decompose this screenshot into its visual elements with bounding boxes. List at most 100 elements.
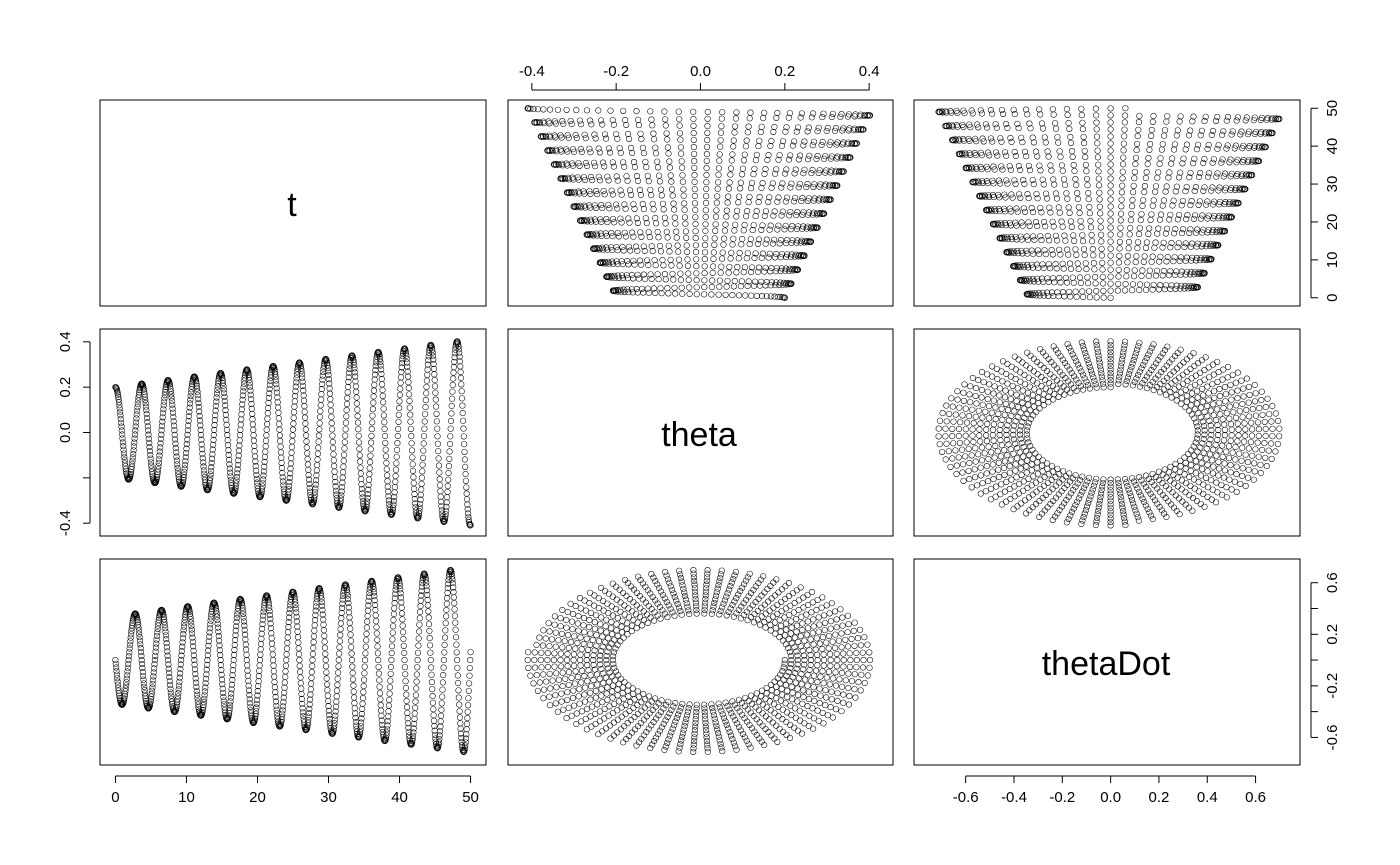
data-point [1088, 231, 1095, 239]
data-point [557, 132, 564, 139]
data-point [575, 188, 582, 195]
data-point [1053, 377, 1061, 384]
data-point [814, 128, 821, 135]
data-point [575, 160, 582, 167]
data-point [1178, 230, 1185, 237]
data-point [701, 263, 708, 270]
data-point [1251, 460, 1258, 467]
data-point [1013, 205, 1020, 212]
data-point [181, 468, 188, 475]
data-point [394, 440, 401, 447]
data-point [580, 217, 587, 224]
data-point [1023, 427, 1030, 434]
data-point [284, 629, 292, 636]
data-point [417, 603, 424, 610]
data-point [1058, 162, 1065, 169]
data-point [724, 199, 731, 206]
data-point [1193, 146, 1200, 153]
data-point [419, 468, 426, 475]
data-point [435, 448, 442, 455]
data-point [285, 489, 292, 496]
data-point [758, 278, 765, 285]
data-point [286, 474, 293, 481]
data-point [1194, 394, 1201, 401]
data-point [191, 373, 198, 380]
data-point [1117, 490, 1124, 497]
data-point [782, 265, 790, 272]
data-point [246, 696, 253, 703]
data-point [703, 193, 710, 200]
data-point [1202, 354, 1209, 361]
data-point [652, 150, 660, 157]
data-point [1011, 148, 1018, 156]
data-point [1003, 427, 1010, 434]
data-point [1098, 245, 1105, 252]
data-point [283, 645, 291, 652]
data-point [316, 585, 323, 592]
data-point [1190, 495, 1197, 502]
data-point [997, 135, 1004, 142]
data-point [1107, 370, 1114, 377]
data-point [629, 149, 636, 157]
data-point [346, 365, 353, 372]
data-point [1180, 359, 1187, 366]
data-point [149, 471, 156, 478]
data-point [1161, 466, 1168, 473]
data-point [1185, 450, 1192, 458]
data-point [981, 450, 988, 457]
data-point [635, 116, 642, 123]
data-point [140, 676, 147, 683]
data-point [583, 162, 591, 170]
data-point [215, 624, 222, 631]
data-point [378, 707, 385, 714]
data-point [545, 118, 552, 125]
data-point [966, 121, 973, 128]
data-point [1039, 125, 1047, 132]
data-point [385, 713, 392, 720]
data-point [1032, 290, 1039, 297]
data-point [676, 262, 683, 269]
data-point [139, 661, 146, 668]
data-point [1072, 483, 1079, 490]
data-point [396, 405, 403, 412]
data-point [237, 421, 244, 428]
data-point [387, 677, 394, 684]
data-point [1003, 120, 1010, 128]
data-point [184, 436, 191, 443]
data-point [1162, 230, 1169, 237]
data-point [115, 690, 123, 697]
data-point [702, 235, 709, 242]
data-point [282, 668, 289, 675]
data-point [1199, 440, 1206, 447]
data-point [656, 178, 663, 185]
data-point [1150, 387, 1157, 394]
data-point [1195, 360, 1202, 367]
data-point [1035, 394, 1042, 401]
data-point [1193, 464, 1200, 471]
data-point [1216, 447, 1223, 454]
data-point [266, 604, 273, 611]
data-point [1080, 386, 1087, 393]
data-point [949, 455, 956, 462]
data-point [1117, 224, 1124, 231]
data-point [222, 407, 229, 414]
data-point [137, 641, 144, 648]
data-point [965, 467, 972, 474]
data-point [449, 580, 456, 587]
data-point [1204, 484, 1212, 491]
data-point [317, 408, 324, 415]
data-point [150, 673, 157, 680]
data-point [1027, 125, 1034, 132]
data-point [260, 476, 267, 483]
data-point [443, 499, 450, 506]
data-point [740, 269, 747, 276]
data-point [128, 468, 135, 475]
data-point [819, 210, 826, 217]
data-point [1131, 353, 1138, 360]
data-point [638, 261, 645, 268]
data-point [438, 706, 445, 713]
data-point [279, 474, 286, 481]
data-point [1092, 274, 1099, 281]
data-point [775, 194, 782, 201]
data-point [1182, 465, 1189, 472]
